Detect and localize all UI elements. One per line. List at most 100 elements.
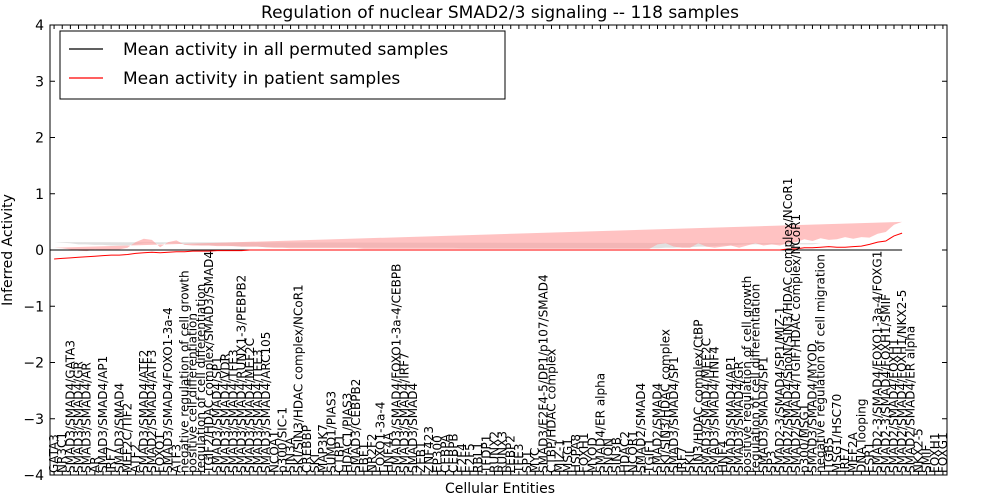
y-tick-label: −3 — [23, 412, 44, 428]
x-tick-label: p300/SIC-1 — [275, 407, 289, 473]
x-tick-label: SMAD2/SMAD4/ATF3 — [145, 350, 159, 473]
x-tick-label: MEF2A — [846, 432, 860, 473]
x-tick-label: SMAD3/SMAD4 — [112, 383, 126, 473]
legend: Mean activity in all permuted samples Me… — [59, 30, 506, 100]
x-tick-label: HSPA8 — [569, 434, 583, 473]
x-tick-label: CTBP/HDAC complex — [545, 349, 559, 473]
x-tick-label: NCOR1 — [626, 430, 640, 473]
x-tick-label: SMAD3/E2F4-5/DP1/p107/SMAD4 — [536, 274, 550, 473]
x-tick-label: FOXH1 — [577, 433, 591, 473]
x-tick-label: MYC — [528, 448, 542, 473]
x-tick-label: ZEB1 — [414, 441, 428, 473]
x-tick-label: SMAD3/SMAD4/TFE3 — [251, 349, 265, 473]
x-tick-label: TFE3 — [512, 444, 526, 474]
x-tick-label: SMAD3/SMAD4/SP1 — [210, 356, 224, 473]
y-axis-label: Inferred Activity — [0, 194, 16, 306]
x-tick-label: NR2F2 — [365, 434, 379, 474]
x-tick-label: RUNX2 — [487, 431, 501, 473]
x-tick-label: SKI/SIN3/HDAC complex — [659, 329, 673, 473]
x-tick-label: SMAD3/SMAD4/ATF2 — [137, 350, 151, 473]
x-tick-label: SMAD3/SMAD4/IRF7 — [398, 352, 412, 473]
x-tick-label: SMAD3/SMAD4/GR — [732, 361, 746, 473]
x-tick-label: HNF4 — [716, 440, 730, 473]
y-tick-label: 3 — [35, 74, 44, 90]
x-tick-label: SIN3A — [284, 436, 298, 473]
x-tick-label: SMAD3/SMAD4/RUNX1-3/PEBPB2 — [235, 275, 249, 473]
y-axis: −4 −3 −2 −1 0 1 2 3 4 — [23, 18, 947, 484]
y-tick-label: 1 — [35, 187, 44, 203]
x-tick-label: SMAD3/SMAD4/MEF2C — [699, 338, 713, 473]
x-tick-label: E2F5 — [463, 443, 477, 473]
x-tick-label: SMAD4/ER alpha — [593, 373, 607, 473]
x-tick-label: SMAD3/SMAD4/ARC105 — [259, 332, 273, 473]
x-tick-label: FOXO1 — [153, 433, 167, 473]
x-tick-label: FOXH1 — [928, 433, 942, 473]
x-tick-label: SMAD3/SMAD4/AR — [80, 362, 94, 473]
x-tick-label: E2F4 — [455, 443, 469, 473]
x-tick-label: FOXG1 — [936, 432, 950, 473]
x-tick-label: DNA looping — [854, 399, 868, 473]
x-tick-label: EBF1 — [357, 443, 371, 473]
x-tick-label: SMAD3/SMAD4 — [406, 383, 420, 473]
x-tick-label: regulation of cell differentiation — [194, 284, 208, 473]
x-tick-label: SMAD2/SMAD4/FOXH1/NKX2-5 — [895, 290, 909, 473]
x-tick-label: SP1 — [520, 451, 534, 474]
legend-label-patient: Mean activity in patient samples — [123, 69, 400, 89]
x-tick-label: SP3 — [765, 451, 779, 474]
x-tick-label: negative regulation of cell migration — [814, 254, 828, 473]
x-tick-label: SKI/SIN3/HDAC complex/NCoR1 — [292, 284, 306, 473]
x-tick-label: ZNF423 — [422, 426, 436, 473]
x-tick-label: SMAD3/SMAD4/GATA3 — [63, 340, 77, 473]
band-layer — [54, 221, 903, 252]
x-tick-label: p300/MSG1 — [797, 404, 811, 473]
x-tick-label: SMAD2/SMAD4/SnoN/SIN3/HDAC complex/NCoR1 — [781, 178, 795, 473]
x-tick-label: SKI — [308, 454, 322, 473]
x-tick-label: RUNX3 — [496, 431, 510, 473]
x-tick-label: ITGB5 — [822, 437, 836, 473]
x-tick-label: NKX2-5 — [912, 428, 926, 473]
x-tick-label: TGIF1 — [642, 438, 656, 474]
x-tick-label: positive regulation of cell growth — [740, 276, 754, 473]
x-tick-label: MAP3K7 — [316, 424, 330, 473]
x-tick-label: IRF7 — [104, 447, 118, 473]
x-tick-label: SMAD3/SMAD4/HNF4 — [708, 346, 722, 473]
x-tick-label: SMAD3/SMAD4/MYOD — [806, 343, 820, 473]
x-tick-label: SNON — [602, 438, 616, 473]
x-tick-label: CEBPB — [447, 433, 461, 473]
x-tick-label: SUMO1/PIAS3 — [324, 391, 338, 473]
x-tick-label: EP300 — [430, 435, 444, 473]
x-axis-label: Cellular Entities — [445, 481, 555, 497]
x-tick-label: SIN3B — [610, 437, 624, 473]
x-tick-label: SMAD2/SMAD4/TGIF/HDAC complex/NCoR1 — [789, 214, 803, 473]
x-tick-label: SMAD3/SMAD4/AP1 — [724, 356, 738, 473]
x-tick-label: MYOD — [585, 437, 599, 473]
x-tick-label: SMAD3/SMAD4/VDR — [218, 353, 232, 473]
x-tick-label: MEF2C/TIF2 — [121, 403, 135, 473]
x-tick-label: PEBP2 — [504, 435, 518, 473]
x-tick-label: ESR1 — [863, 442, 877, 473]
x-tick-label: CTBP1 — [333, 434, 347, 473]
x-tick-label: CREBBP — [300, 425, 314, 473]
y-tick-label: 0 — [35, 243, 44, 259]
x-tick-label: FOXO1-3a-4 — [373, 402, 387, 473]
x-tick-label: SMIF — [920, 444, 934, 473]
x-tick-label: SMAD2/SMAD4 — [634, 383, 648, 473]
x-tick-label: negative regulation of cell growth — [178, 270, 192, 473]
legend-label-permuted: Mean activity in all permuted samples — [123, 40, 448, 60]
x-tick-label: SMAD3/SMAD4/FOXO1-3a-4 — [161, 307, 175, 473]
x-tick-label: SMAD3/SMAD4/SP1 — [757, 356, 771, 473]
x-tick-label: regulation of cell differentiation — [748, 284, 762, 473]
x-tick-label: SMAD3/SMAD4/GR — [72, 361, 86, 473]
x-tick-label: SIN3/HDAC complex/CtBP — [691, 319, 705, 473]
x-tick-label: SKIL — [683, 447, 697, 473]
x-tick-label: HDAC1/PIAS3 — [341, 393, 355, 473]
x-tick-label: CEBPA — [439, 433, 453, 473]
x-tick-label: GATA3 — [47, 434, 61, 473]
x-tick-label: HDAC2 — [618, 431, 632, 473]
x-tick-label: SMAD3/SMAD4/TFE3 — [227, 349, 241, 473]
x-tick-label: ATF2 — [129, 444, 143, 473]
x-tick-label: TGIF2/HDAC complex/SMAD3/SMAD4 — [202, 251, 216, 474]
x-tick-label: SMAD2/SMAD4/ER alpha — [903, 326, 917, 473]
x-tick-label: RBL1 — [471, 442, 485, 473]
